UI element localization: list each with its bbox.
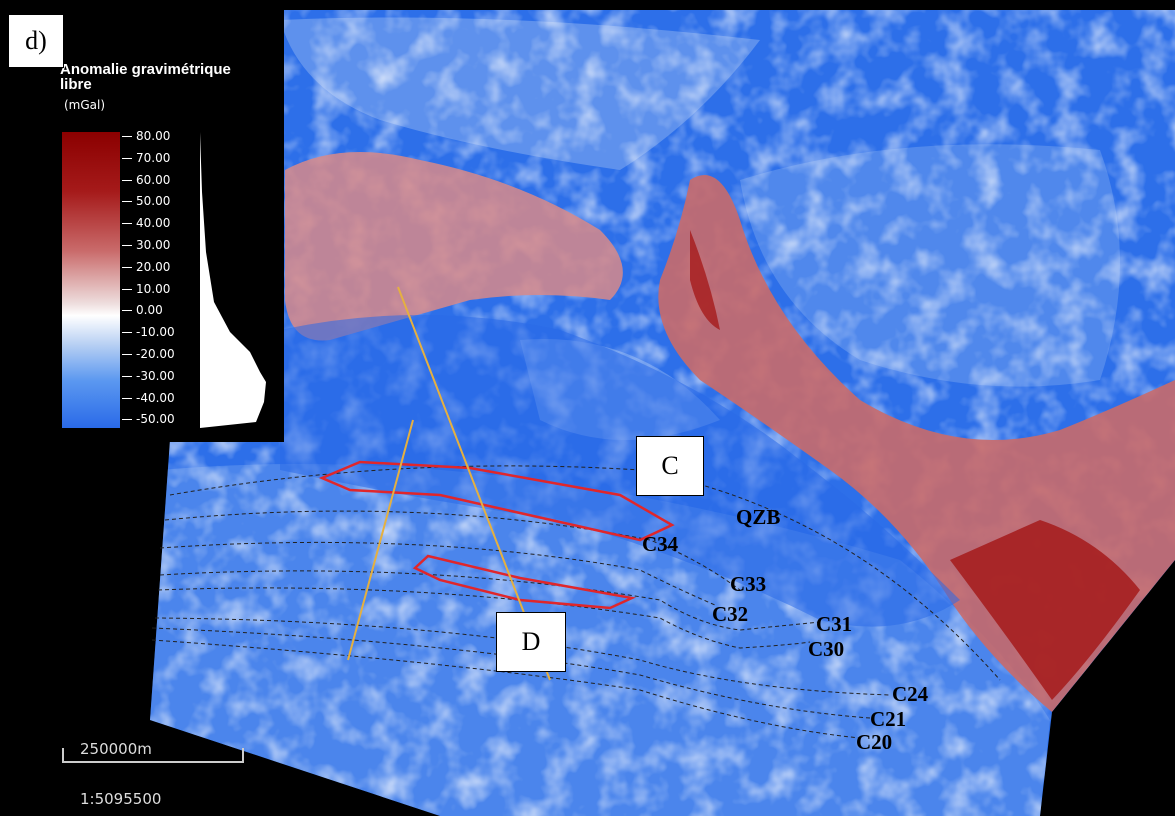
chron-label-c34: C34 bbox=[642, 532, 679, 556]
legend-unit: (mGal) bbox=[64, 98, 106, 112]
isochron-c30 bbox=[157, 587, 811, 649]
legend-tick-mark bbox=[122, 266, 132, 268]
legend-tick-label: 0.00 bbox=[136, 303, 163, 318]
isochron-c24 bbox=[154, 617, 891, 696]
legend-tick-mark bbox=[122, 136, 132, 137]
legend-title-line2: libre bbox=[60, 76, 92, 93]
legend-tick-mark bbox=[122, 397, 132, 399]
chron-label-c20: C20 bbox=[856, 730, 893, 754]
isochron-c20 bbox=[151, 639, 861, 739]
legend-title-line1: Anomalie gravimétrique bbox=[60, 61, 231, 78]
legend-tick-mark bbox=[122, 223, 132, 225]
legend-colorbar bbox=[62, 132, 120, 428]
panel-label: d) bbox=[8, 14, 64, 68]
chron-label-c30: C30 bbox=[808, 637, 845, 661]
legend-tick-label: 70.00 bbox=[136, 150, 171, 165]
chron-label-c33: C33 bbox=[730, 572, 767, 596]
profile-label-d: D bbox=[496, 612, 566, 672]
legend-tick-mark bbox=[122, 354, 132, 355]
legend-tick-mark bbox=[122, 201, 132, 203]
legend-tick-label: 50.00 bbox=[136, 194, 171, 209]
legend-tick-mark bbox=[122, 375, 132, 377]
isochron-c33 bbox=[164, 510, 741, 591]
zone-north bbox=[318, 460, 675, 542]
legend-tick-mark bbox=[122, 288, 132, 290]
legend-tick-label: 60.00 bbox=[136, 172, 171, 187]
scale-bar-label: 250000m bbox=[80, 740, 152, 758]
isochron-c32 bbox=[159, 541, 716, 606]
chron-label-c21: C21 bbox=[870, 707, 907, 731]
legend-tick-mark bbox=[122, 245, 132, 246]
chron-label-c31: C31 bbox=[816, 612, 853, 636]
legend-tick-label: 30.00 bbox=[136, 238, 171, 252]
legend-tick-label: -30.00 bbox=[136, 368, 175, 383]
legend-tick-label: 10.00 bbox=[136, 281, 171, 296]
anomaly-zones bbox=[318, 460, 675, 610]
profile-label-c: C bbox=[636, 436, 704, 496]
legend-histogram bbox=[200, 132, 266, 428]
chron-label-c32: C32 bbox=[712, 602, 749, 626]
legend-tick-label: -40.00 bbox=[136, 390, 175, 405]
legend-tick-mark bbox=[122, 310, 132, 312]
legend-tick-mark bbox=[122, 419, 132, 421]
scale-ratio: 1:5095500 bbox=[80, 790, 162, 808]
legend-tick-label: -10.00 bbox=[136, 325, 175, 340]
legend-tick-label: -20.00 bbox=[136, 347, 175, 361]
legend-tick-label: -50.00 bbox=[136, 412, 175, 427]
zone-south bbox=[412, 554, 637, 610]
legend-tick-label: 40.00 bbox=[136, 216, 171, 231]
legend-tick-mark bbox=[122, 179, 132, 181]
basin-label: QZB bbox=[736, 505, 781, 529]
profile-line-d bbox=[347, 419, 414, 661]
isochron-c21 bbox=[151, 627, 871, 719]
legend-tick-label: 80.00 bbox=[136, 129, 171, 143]
legend-tick-mark bbox=[122, 332, 132, 334]
scale-bar bbox=[62, 748, 244, 763]
chron-label-c24: C24 bbox=[892, 682, 929, 706]
isochron-c31 bbox=[159, 570, 821, 631]
legend-tick-mark bbox=[122, 157, 132, 159]
legend-title: Anomalie gravimétrique libre bbox=[60, 62, 231, 92]
legend-tick-label: 20.00 bbox=[136, 259, 171, 274]
